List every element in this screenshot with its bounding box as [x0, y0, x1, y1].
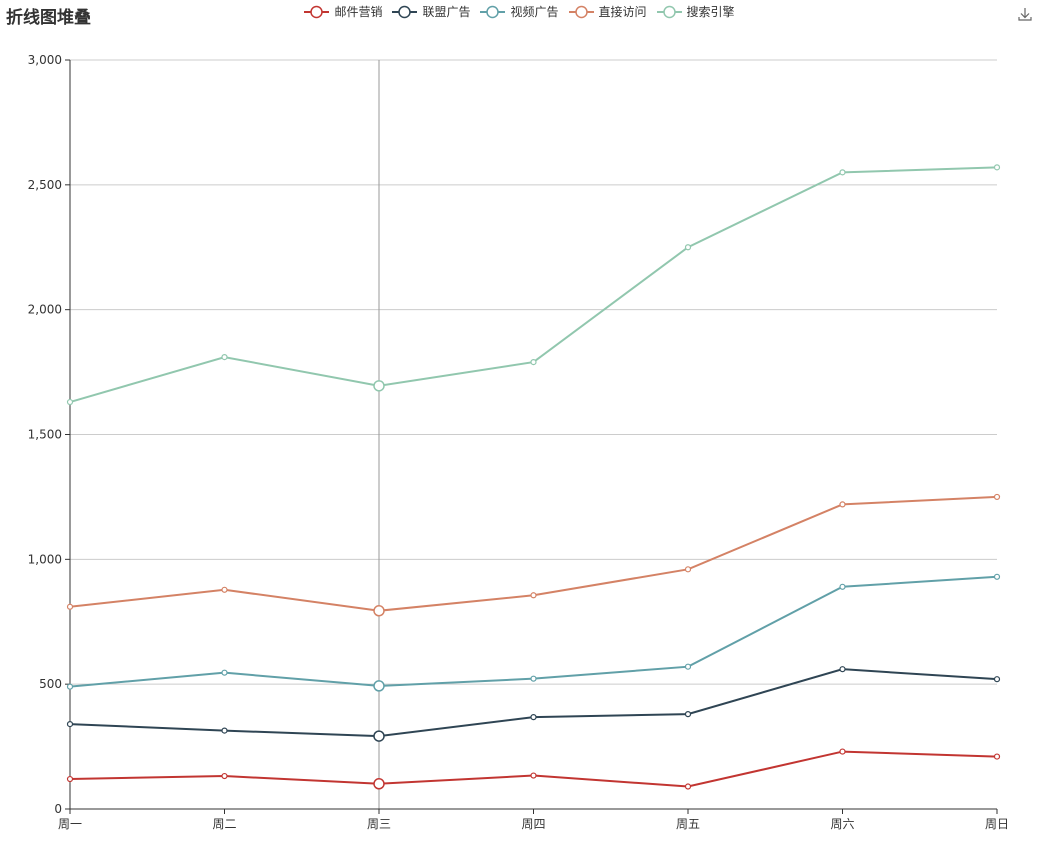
data-point[interactable]	[221, 772, 228, 780]
legend-label: 邮件营销	[334, 5, 383, 19]
legend-swatch-icon	[392, 5, 418, 18]
legend-item[interactable]: 邮件营销	[304, 3, 382, 20]
legend-label: 视频广告	[510, 5, 559, 19]
data-point[interactable]	[684, 244, 692, 251]
data-point[interactable]	[684, 663, 692, 670]
data-point[interactable]	[839, 583, 846, 590]
y-tick-label: 500	[39, 677, 62, 691]
data-point[interactable]	[373, 730, 385, 742]
data-point[interactable]	[684, 783, 692, 790]
series-line[interactable]	[69, 750, 998, 788]
x-tick-label: 周一	[58, 817, 82, 831]
legend-label: 搜索引擎	[686, 5, 735, 19]
x-tick-label: 周四	[521, 817, 545, 831]
x-tick-label: 周二	[212, 817, 236, 831]
legend: 邮件营销 联盟广告 视频广告 直接访问 搜索引擎	[0, 3, 1039, 20]
y-tick-label: 0	[54, 802, 62, 816]
data-point[interactable]	[373, 680, 385, 692]
legend-label: 直接访问	[598, 5, 647, 19]
y-tick-label: 2,000	[28, 303, 62, 317]
legend-label: 联盟广告	[422, 5, 471, 19]
legend-item[interactable]: 搜索引擎	[656, 3, 735, 20]
data-point[interactable]	[993, 753, 1001, 760]
chart-title: 折线图堆叠	[6, 8, 91, 28]
grid-lines	[70, 59, 997, 685]
data-point[interactable]	[993, 676, 1001, 683]
data-point[interactable]	[221, 586, 228, 593]
legend-item[interactable]: 视频广告	[480, 3, 559, 20]
legend-item[interactable]: 直接访问	[568, 3, 647, 20]
data-point[interactable]	[221, 669, 228, 676]
x-tick-label: 周日	[985, 817, 1009, 831]
data-point[interactable]	[373, 605, 385, 617]
data-point[interactable]	[839, 501, 846, 508]
legend-item[interactable]: 联盟广告	[392, 3, 470, 20]
axes: 0 500 1,000 1,500 2,000 2,500 3,000 周一 周二 周三 周四 周五 周…	[28, 53, 1009, 831]
data-point[interactable]	[839, 666, 846, 673]
data-point[interactable]	[684, 711, 692, 718]
data-point[interactable]	[684, 566, 692, 573]
data-point[interactable]	[993, 573, 1001, 580]
y-tick-label: 1,000	[28, 552, 62, 566]
data-point[interactable]	[839, 169, 846, 176]
data-point[interactable]	[66, 683, 74, 690]
legend-swatch-icon	[656, 5, 682, 18]
data-point[interactable]	[530, 772, 537, 779]
y-tick-label: 2,500	[28, 178, 62, 192]
data-point[interactable]	[839, 748, 846, 755]
series-lines	[66, 164, 1001, 790]
data-point[interactable]	[66, 721, 74, 728]
legend-swatch-icon	[480, 5, 506, 18]
y-tick-label: 3,000	[28, 53, 62, 67]
data-point[interactable]	[66, 775, 74, 783]
data-point[interactable]	[66, 398, 74, 406]
data-point[interactable]	[221, 727, 228, 734]
data-point[interactable]	[66, 603, 74, 610]
x-tick-label: 周六	[830, 817, 854, 831]
x-tick-label: 周三	[367, 817, 391, 831]
data-point[interactable]	[221, 354, 228, 361]
series-line[interactable]	[69, 166, 998, 404]
data-point[interactable]	[373, 778, 385, 790]
legend-swatch-icon	[568, 5, 594, 18]
data-point[interactable]	[530, 592, 537, 599]
legend-swatch-icon	[304, 5, 330, 18]
y-tick-label: 1,500	[28, 428, 62, 442]
data-point[interactable]	[993, 493, 1001, 501]
data-point[interactable]	[530, 675, 537, 682]
download-icon[interactable]	[1017, 6, 1033, 22]
data-point[interactable]	[373, 380, 385, 392]
data-point[interactable]	[530, 358, 537, 366]
x-tick-label: 周五	[676, 817, 700, 831]
data-point[interactable]	[530, 714, 537, 721]
data-point[interactable]	[993, 164, 1001, 171]
